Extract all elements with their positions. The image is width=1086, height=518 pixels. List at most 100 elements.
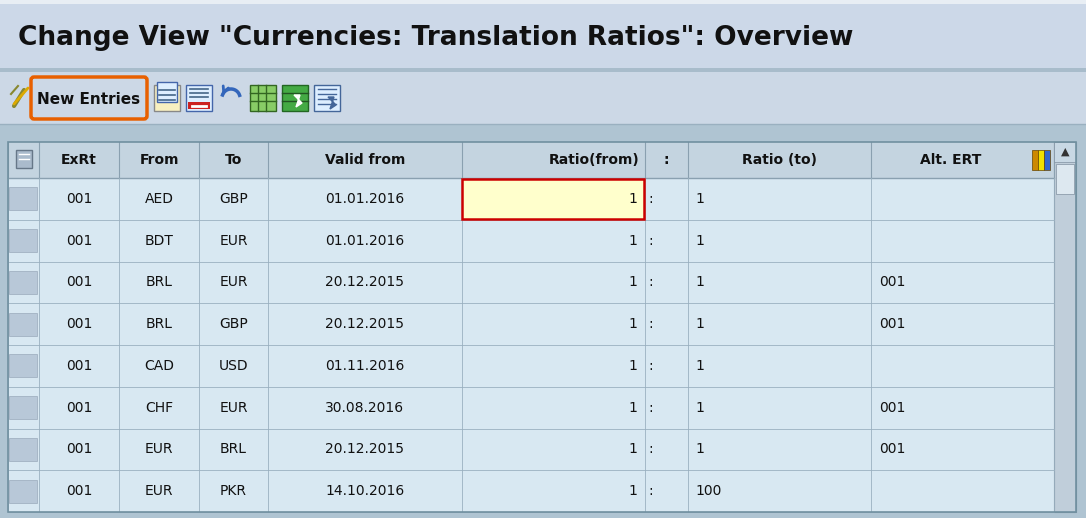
Text: 1: 1 [629, 359, 637, 373]
Bar [463, 179, 644, 219]
Bar [250, 85, 276, 111]
Bar [1038, 150, 1044, 170]
Text: 001: 001 [66, 442, 92, 456]
Bar [0, 0, 1086, 4]
Bar [8, 178, 1055, 220]
Text: :: : [648, 276, 653, 290]
Bar [1055, 142, 1076, 162]
Bar [9, 480, 37, 502]
Text: 1: 1 [695, 442, 705, 456]
Text: :: : [648, 192, 653, 206]
Text: 1: 1 [629, 192, 637, 206]
Bar [8, 428, 1055, 470]
Text: Ratio (to): Ratio (to) [742, 153, 817, 167]
Text: 01.11.2016: 01.11.2016 [326, 359, 405, 373]
Text: 001: 001 [66, 359, 92, 373]
Bar [188, 102, 210, 109]
Bar [8, 142, 1076, 512]
Text: GBP: GBP [219, 192, 248, 206]
Text: 001: 001 [66, 192, 92, 206]
Bar [0, 72, 1086, 124]
Text: Ratio(from): Ratio(from) [548, 153, 640, 167]
Text: New Entries: New Entries [37, 92, 140, 107]
Text: 1: 1 [629, 484, 637, 498]
Text: EUR: EUR [144, 442, 174, 456]
Text: 001: 001 [66, 400, 92, 414]
Text: 20.12.2015: 20.12.2015 [326, 442, 404, 456]
Text: ▲: ▲ [1061, 147, 1070, 157]
FancyBboxPatch shape [31, 77, 147, 119]
Text: 1: 1 [695, 234, 705, 248]
Text: 14.10.2016: 14.10.2016 [326, 484, 405, 498]
Bar [0, 0, 1086, 72]
Text: BRL: BRL [219, 442, 247, 456]
Text: EUR: EUR [219, 400, 248, 414]
Text: 30.08.2016: 30.08.2016 [326, 400, 405, 414]
Bar [154, 85, 180, 111]
Bar [8, 142, 1055, 178]
Bar [282, 85, 308, 111]
Text: 1: 1 [695, 359, 705, 373]
Bar [1032, 150, 1038, 170]
Text: 01.01.2016: 01.01.2016 [326, 192, 405, 206]
Bar [9, 271, 37, 294]
Text: 001: 001 [66, 317, 92, 331]
Text: CHF: CHF [144, 400, 173, 414]
Bar [8, 262, 1055, 303]
Text: 1: 1 [629, 317, 637, 331]
Text: 1: 1 [695, 276, 705, 290]
Text: 20.12.2015: 20.12.2015 [326, 317, 404, 331]
Text: EUR: EUR [144, 484, 174, 498]
Text: CAD: CAD [144, 359, 174, 373]
Bar [15, 150, 31, 168]
Bar [1056, 164, 1074, 194]
Bar [9, 229, 37, 252]
Text: EUR: EUR [219, 234, 248, 248]
Text: From: From [139, 153, 179, 167]
Bar [314, 85, 340, 111]
Text: 100: 100 [695, 484, 722, 498]
Bar [0, 68, 1086, 72]
Text: 001: 001 [879, 442, 905, 456]
Bar [8, 345, 1055, 387]
Text: 001: 001 [66, 484, 92, 498]
Text: :: : [664, 153, 669, 167]
Text: To: To [225, 153, 242, 167]
Text: 20.12.2015: 20.12.2015 [326, 276, 404, 290]
Bar [1044, 150, 1050, 170]
Bar [8, 303, 1055, 345]
Text: :: : [648, 317, 653, 331]
Text: 1: 1 [629, 276, 637, 290]
Text: 1: 1 [695, 317, 705, 331]
Bar [9, 396, 37, 419]
Bar [186, 85, 212, 111]
Text: Alt. ERT: Alt. ERT [920, 153, 981, 167]
Text: :: : [648, 442, 653, 456]
Text: EUR: EUR [219, 276, 248, 290]
Bar [8, 470, 1055, 512]
Bar [8, 387, 1055, 428]
Bar [157, 82, 177, 102]
Text: 001: 001 [879, 400, 905, 414]
Text: 001: 001 [879, 317, 905, 331]
Text: 1: 1 [629, 234, 637, 248]
Bar [9, 188, 37, 210]
Text: USD: USD [218, 359, 249, 373]
Text: 001: 001 [66, 234, 92, 248]
Text: :: : [648, 234, 653, 248]
Text: 1: 1 [629, 400, 637, 414]
Polygon shape [294, 95, 302, 107]
Text: ExRt: ExRt [61, 153, 97, 167]
Text: 1: 1 [695, 400, 705, 414]
Bar [9, 354, 37, 377]
Text: 1: 1 [695, 192, 705, 206]
Text: Change View "Currencies: Translation Ratios": Overview: Change View "Currencies: Translation Rat… [18, 25, 854, 51]
Text: :: : [648, 359, 653, 373]
Text: 1: 1 [629, 442, 637, 456]
Text: :: : [648, 400, 653, 414]
Text: BDT: BDT [144, 234, 174, 248]
Text: BRL: BRL [146, 276, 173, 290]
Text: PKR: PKR [219, 484, 247, 498]
Text: 001: 001 [879, 276, 905, 290]
Text: Valid from: Valid from [325, 153, 405, 167]
